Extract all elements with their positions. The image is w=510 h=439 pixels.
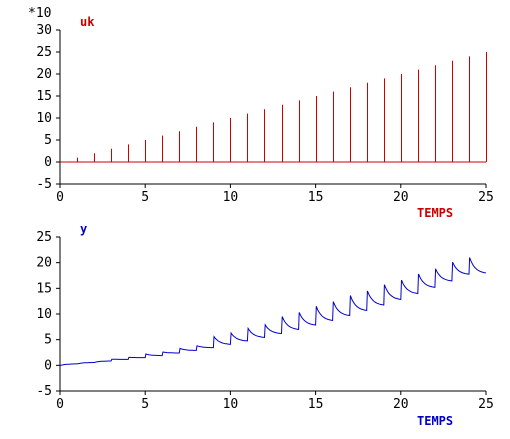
y-axes: -5 0 5 10 15 20 25 0 5 10 15 20 25	[36, 230, 493, 412]
y-series-line	[60, 257, 487, 366]
x-tick-label: 25	[478, 397, 494, 412]
y-tick-label: 5	[44, 333, 52, 348]
x-tick-label: 10	[223, 190, 239, 205]
x-tick-label: 10	[223, 397, 239, 412]
y-title: y	[80, 222, 87, 236]
y-tick-label: 10	[36, 307, 52, 322]
x-tick-label: 5	[141, 190, 149, 205]
uk-axes: -5 0 5 10 15 20 25 30 0 5 10 15 20 25	[36, 23, 493, 205]
y-x-axis-label: TEMPS	[417, 414, 453, 428]
x-tick-label: 20	[393, 190, 409, 205]
x-tick-label: 5	[141, 397, 149, 412]
x-tick-label: 0	[56, 190, 64, 205]
scale-note: *10	[28, 6, 51, 21]
x-tick-label: 0	[56, 397, 64, 412]
y-tick-label: 20	[36, 67, 52, 82]
y-tick-label: -5	[36, 177, 52, 192]
y-tick-label: 30	[36, 23, 52, 38]
y-tick-label: 5	[44, 133, 52, 148]
y-tick-label: 15	[36, 281, 52, 296]
y-tick-label: 0	[44, 155, 52, 170]
y-chart: y TEMPS -5 0 5 10 15 20 25 0 5 10 15 20 25	[36, 222, 493, 428]
x-tick-label: 25	[478, 190, 494, 205]
uk-marks	[60, 52, 487, 163]
y-tick-label: 25	[36, 45, 52, 60]
x-tick-label: 15	[308, 190, 324, 205]
x-tick-label: 20	[393, 397, 409, 412]
y-tick-label: 25	[36, 230, 52, 245]
uk-x-axis-label: TEMPS	[417, 206, 453, 220]
y-tick-label: 10	[36, 111, 52, 126]
y-tick-label: -5	[36, 384, 52, 399]
uk-chart: uk *10 TEMPS -5 0 5 10 15 20 25 30 0 5 10 15 20 25	[28, 6, 494, 220]
uk-title: uk	[80, 15, 95, 29]
y-tick-label: 15	[36, 89, 52, 104]
y-marks	[60, 257, 487, 366]
y-tick-label: 0	[44, 358, 52, 373]
x-tick-label: 15	[308, 397, 324, 412]
y-tick-label: 20	[36, 256, 52, 271]
